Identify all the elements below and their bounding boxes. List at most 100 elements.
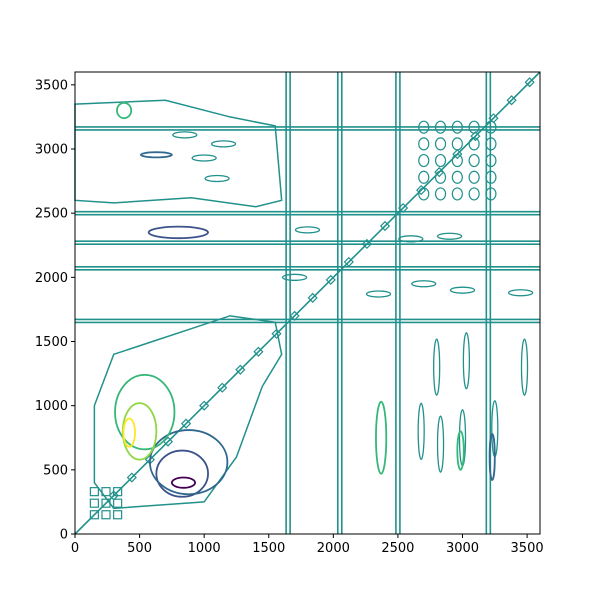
x-tick-label: 2000 <box>317 541 350 556</box>
corner-checker-contour <box>89 498 99 508</box>
contour-level-highest <box>122 417 136 448</box>
contour-level-low <box>155 449 209 498</box>
diagonal-loop-contour <box>343 256 354 268</box>
corner-checker-contour <box>89 510 99 520</box>
x-tick-label: 1500 <box>252 541 285 556</box>
x-tick-label: 500 <box>127 541 152 556</box>
corner-checker-contour <box>113 510 123 520</box>
diagonal-loop-contour <box>434 167 445 178</box>
x-axis: 0 500 1000 1500 2000 2500 3000 3500 <box>71 534 544 556</box>
diagonal-loop-contour <box>452 149 463 160</box>
contour-level-high <box>375 400 388 475</box>
blob-contour <box>204 174 230 183</box>
contour-level-high <box>114 373 176 451</box>
checker-loop-contour <box>451 120 463 134</box>
checker-loop-contour <box>418 137 430 151</box>
y-tick-label: 0 <box>60 528 68 543</box>
checker-loop-contour <box>451 153 463 168</box>
diagonal-loop-contour <box>361 238 373 250</box>
diagonal-loop-contour <box>217 382 228 393</box>
contour-level-low <box>139 151 173 159</box>
checker-loop-contour <box>434 187 447 201</box>
blob-contour <box>411 280 437 288</box>
checker-loop-contour <box>468 153 480 168</box>
y-tick-label: 2000 <box>35 271 68 286</box>
diagonal-loop-contour <box>325 274 336 285</box>
contour-level-lowest <box>170 476 197 489</box>
corner-checker-contour <box>89 487 99 497</box>
checker-loop-contour <box>485 137 497 151</box>
diagonal-contour <box>74 71 541 535</box>
blob-contour <box>210 140 237 148</box>
checker-loop-contour <box>485 120 497 134</box>
checker-loop-contour <box>485 187 497 201</box>
vertical-loop-contour <box>436 415 445 473</box>
vertical-loop-contour <box>462 332 471 390</box>
contour-level-low <box>147 225 209 240</box>
diagonal-loop-contour <box>289 310 300 321</box>
x-tick-label: 0 <box>71 541 79 556</box>
checker-loop-contour <box>418 153 430 168</box>
diagonal-loop-contour <box>126 472 137 483</box>
contour-level-low <box>149 429 229 496</box>
diagonal-loop-contour <box>506 95 517 106</box>
diagonal-loop-contour <box>397 202 409 214</box>
x-tick-label: 3000 <box>446 541 479 556</box>
vertical-loop-contour <box>433 338 441 396</box>
blob-contour <box>507 289 534 297</box>
x-tick-label: 2500 <box>381 541 414 556</box>
checker-loop-contour <box>451 187 463 201</box>
checker-loop-contour <box>434 137 447 151</box>
diagonal-loop-contour <box>488 113 499 124</box>
corner-checker-contour <box>101 510 111 520</box>
upper-region-contour <box>74 99 283 208</box>
y-tick-label: 1000 <box>35 399 68 414</box>
diagonal-loop-contour <box>199 400 210 411</box>
corner-checker-contour <box>113 498 123 508</box>
blob-contour <box>365 290 392 298</box>
checker-loop-contour <box>468 120 480 134</box>
outer-region-contour <box>93 315 283 510</box>
checker-loop-contour <box>485 153 497 168</box>
blob-contour <box>191 154 217 162</box>
checker-loop-contour <box>451 170 463 184</box>
diagonal-loop-contour <box>144 454 156 465</box>
checker-loop-contour <box>434 120 447 134</box>
vertical-loop-contour <box>417 402 425 460</box>
checker-loop-contour <box>434 153 447 168</box>
blob-contour <box>449 286 476 294</box>
corner-checker-contour <box>101 487 111 497</box>
checker-loop-contour <box>434 170 447 184</box>
y-tick-label: 1500 <box>35 335 68 350</box>
y-tick-label: 500 <box>43 463 68 478</box>
checker-loop-contour <box>418 170 430 184</box>
diagonal-loop-contour <box>108 490 119 501</box>
checker-loop-contour <box>468 170 480 184</box>
checker-loop-contour <box>485 170 497 184</box>
diagonal-loop-contour <box>180 418 192 429</box>
diagonal-loop-contour <box>307 292 318 303</box>
corner-checker-contour <box>113 487 123 497</box>
diagonal-loop-contour <box>253 346 264 357</box>
blob-contour <box>294 226 321 234</box>
contour-level-high <box>456 430 465 471</box>
checker-loop-contour <box>468 137 480 151</box>
blob-contour <box>398 235 424 243</box>
plot-frame <box>74 71 541 535</box>
blob-contour <box>281 273 308 281</box>
checker-loop-contour <box>418 120 430 134</box>
y-tick-label: 2500 <box>35 207 68 222</box>
checker-loop-contour <box>468 187 480 201</box>
contour-level-low <box>488 432 496 481</box>
corner-checker-contour <box>101 498 111 508</box>
y-axis: 0 500 1000 1500 2000 2500 3000 3500 <box>35 78 75 543</box>
x-tick-label: 3500 <box>511 541 544 556</box>
vertical-loop-contour <box>520 338 529 396</box>
blob-contour <box>436 232 463 240</box>
y-tick-label: 3500 <box>35 78 68 93</box>
diagonal-loop-contour <box>235 364 246 375</box>
x-tick-label: 1000 <box>188 541 221 556</box>
diagonal-loop-contour <box>524 77 535 88</box>
contour-lines <box>74 71 541 535</box>
